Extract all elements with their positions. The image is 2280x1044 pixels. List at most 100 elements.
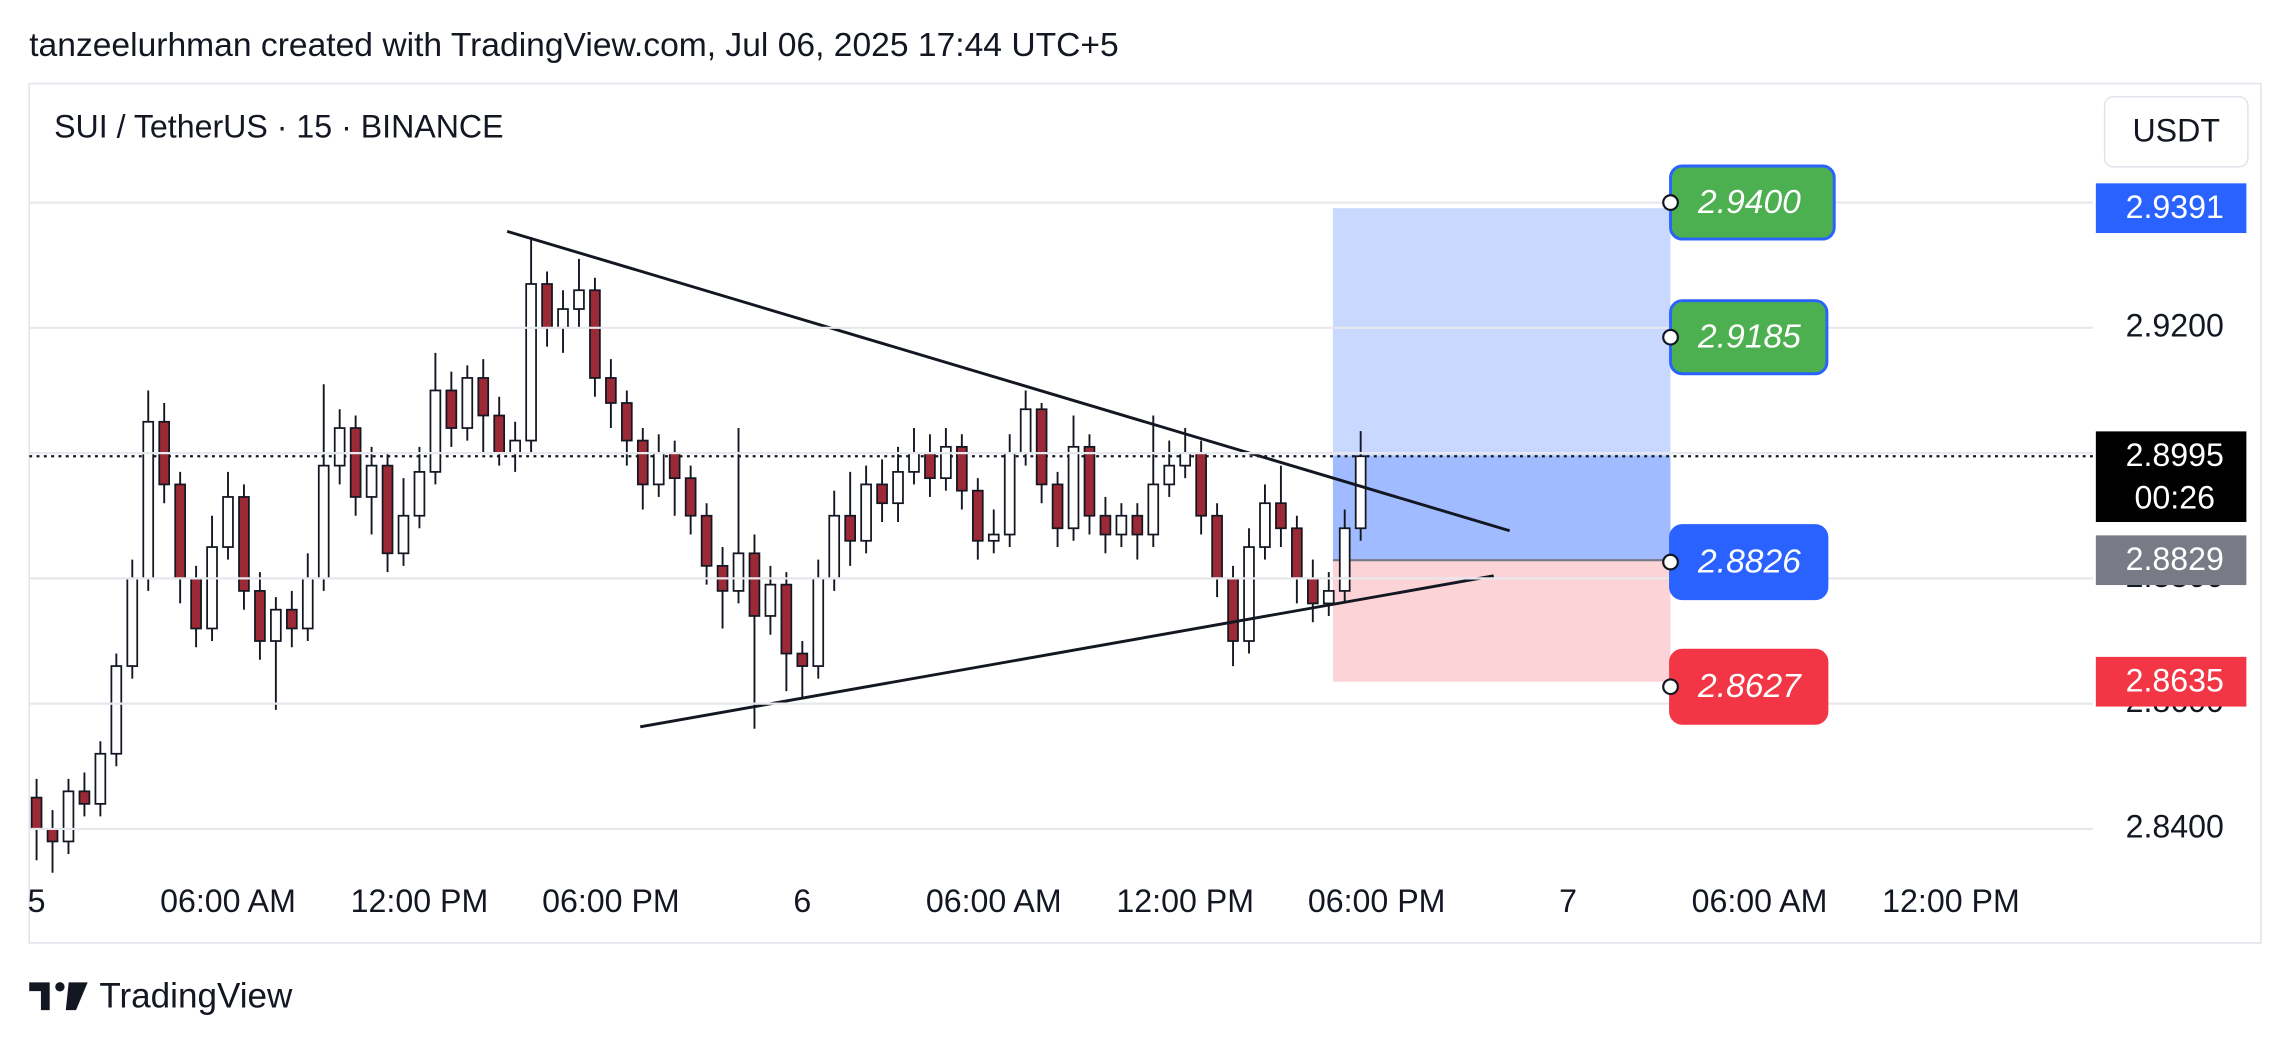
candle-body	[924, 452, 936, 480]
candle-body	[1131, 514, 1144, 536]
candle-body	[1275, 502, 1287, 530]
attribution: tanzeelurhman created with TradingView.c…	[29, 27, 1119, 64]
candle-body	[700, 514, 713, 567]
x-tick-label: 7	[1559, 883, 1577, 919]
candle-body	[333, 427, 346, 467]
candle-body	[1163, 464, 1176, 486]
candle-body	[876, 483, 888, 505]
candle-body	[971, 489, 984, 542]
candle-body	[1051, 483, 1064, 530]
level-handle	[1662, 328, 1679, 346]
x-tick-label: 06:00 AM	[926, 883, 1062, 919]
candle-body	[1035, 408, 1048, 486]
candle-body	[1195, 452, 1207, 517]
price-badge-label: 2.8995	[2126, 437, 2224, 473]
candle-body	[1003, 452, 1016, 536]
candle-body	[62, 790, 75, 843]
candle-body	[573, 289, 585, 310]
price-badge	[2095, 431, 2247, 522]
candle-body	[1338, 527, 1351, 592]
candle-body	[445, 389, 458, 429]
candle-body	[1243, 546, 1255, 642]
countdown: 00:26	[2135, 480, 2215, 516]
candle-body	[461, 377, 474, 429]
candle-body	[413, 471, 426, 517]
candle-body	[892, 471, 904, 505]
candle-body	[1179, 452, 1192, 467]
candle-body	[764, 583, 777, 617]
candle-body	[509, 439, 521, 454]
candle-body	[1099, 514, 1112, 536]
candle-body	[940, 445, 952, 480]
open-profit-zone	[1332, 456, 1671, 561]
candle-body	[349, 427, 362, 498]
y-tick-label: 2.9200	[2126, 307, 2224, 343]
x-tick-label: 06:00 PM	[1308, 883, 1446, 919]
y-tick-label: 2.8400	[2126, 808, 2224, 844]
candle-body	[860, 483, 872, 542]
candle-body	[1291, 527, 1303, 580]
currency: USDT	[2132, 113, 2220, 149]
candle-body	[1354, 455, 1367, 530]
candle-body	[1083, 445, 1096, 517]
candle-body	[78, 790, 91, 805]
candle-body	[828, 514, 841, 580]
price-badge	[2095, 535, 2247, 586]
candle-body	[397, 514, 410, 555]
candle-body	[589, 289, 601, 379]
level-label: 2.9400	[1697, 184, 1801, 221]
price-badge-label: 2.8635	[2126, 663, 2224, 699]
x-tick-label: 06:00 PM	[542, 883, 680, 919]
candle-body	[1211, 514, 1223, 580]
level-handle	[1662, 678, 1679, 696]
level-handle	[1662, 553, 1679, 571]
candle-body	[1115, 514, 1128, 536]
candle-body	[812, 577, 825, 667]
candle-body	[1019, 408, 1032, 454]
trend-line	[639, 574, 1494, 729]
plot-area	[29, 208, 2093, 873]
candle-body	[1259, 502, 1271, 548]
candle-body	[317, 464, 330, 580]
candle-body	[477, 377, 490, 417]
candle-body	[142, 420, 155, 580]
candle-body	[1306, 577, 1319, 605]
candle-body	[525, 283, 537, 442]
logo	[29, 982, 88, 1011]
candle-body	[748, 552, 761, 617]
brand: TradingView	[99, 977, 293, 1016]
candle-body	[46, 828, 59, 843]
candle-body	[796, 652, 809, 667]
level-label: 2.8627	[1697, 668, 1802, 705]
x-tick-label: 06:00 AM	[160, 883, 296, 919]
trend-line	[506, 229, 1511, 533]
x-tick-label: 5	[28, 883, 46, 919]
level-label: 2.9185	[1697, 319, 1801, 356]
candle-body	[222, 496, 234, 548]
candle-body	[174, 483, 186, 580]
candle-body	[493, 414, 506, 454]
price-badge	[2095, 183, 2247, 234]
x-tick-label: 6	[793, 883, 811, 919]
candle-body	[652, 452, 665, 486]
candle-body	[254, 590, 266, 642]
candle-body	[732, 552, 745, 592]
candle-body	[110, 665, 123, 755]
candle-body	[1147, 483, 1160, 536]
candle-body	[94, 752, 107, 805]
price-badge	[2095, 656, 2247, 707]
candle-body	[621, 402, 633, 442]
candle-body	[365, 464, 378, 498]
target-zone	[1332, 208, 1671, 561]
candle-body	[126, 577, 139, 667]
candle-body	[605, 377, 617, 404]
level-label: 2.8826	[1697, 543, 1801, 580]
candle-body	[780, 583, 793, 655]
x-tick-label: 12:00 PM	[351, 883, 489, 919]
level-handle	[1662, 194, 1679, 211]
candle-body	[30, 796, 43, 830]
frame	[28, 82, 2262, 944]
candle-body	[684, 477, 697, 517]
candle-body	[285, 608, 298, 630]
